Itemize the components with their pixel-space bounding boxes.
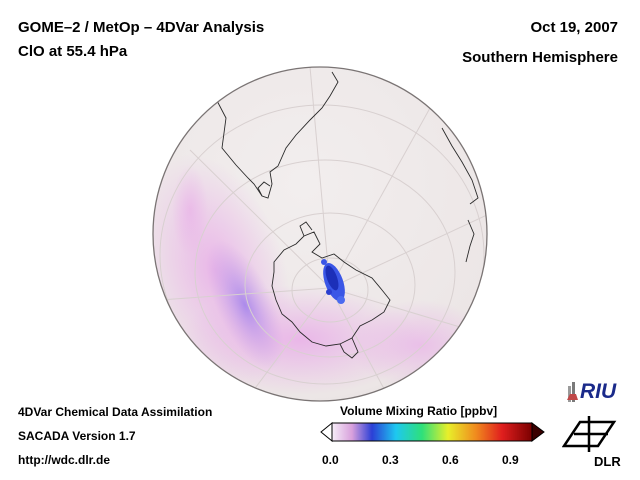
footer-line1: 4DVar Chemical Data Assimilation [18,405,213,419]
title-line1: GOME–2 / MetOp – 4DVar Analysis [18,19,265,36]
colorbar-gradient [331,422,533,442]
title-line2: ClO at 55.4 hPa [18,43,128,60]
footer-line2: SACADA Version 1.7 [18,429,136,443]
colorbar-tick: 0.9 [502,453,519,467]
riu-logo-text: RIU [580,380,617,403]
riu-logo: RIU [567,380,617,403]
region-label: Southern Hemisphere [462,49,618,66]
colorbar [320,421,545,443]
ozone-hole-clo-max [321,259,345,304]
coastlines [213,71,479,359]
colorbar-max-arrow [531,422,545,442]
date-label: Oct 19, 2007 [530,19,618,36]
colorbar-tick: 0.3 [382,453,399,467]
colorbar-tick: 0.0 [322,453,339,467]
footer-url: http://wdc.dlr.de [18,453,110,467]
dlr-logo-text: DLR [594,454,621,468]
graticule [159,67,487,401]
colorbar-min-arrow [320,421,333,443]
colorbar-tick: 0.6 [442,453,459,467]
colorbar-title: Volume Mixing Ratio [ppbv] [340,404,498,418]
dlr-logo: DLR [562,416,621,468]
globe-outline [152,66,488,402]
